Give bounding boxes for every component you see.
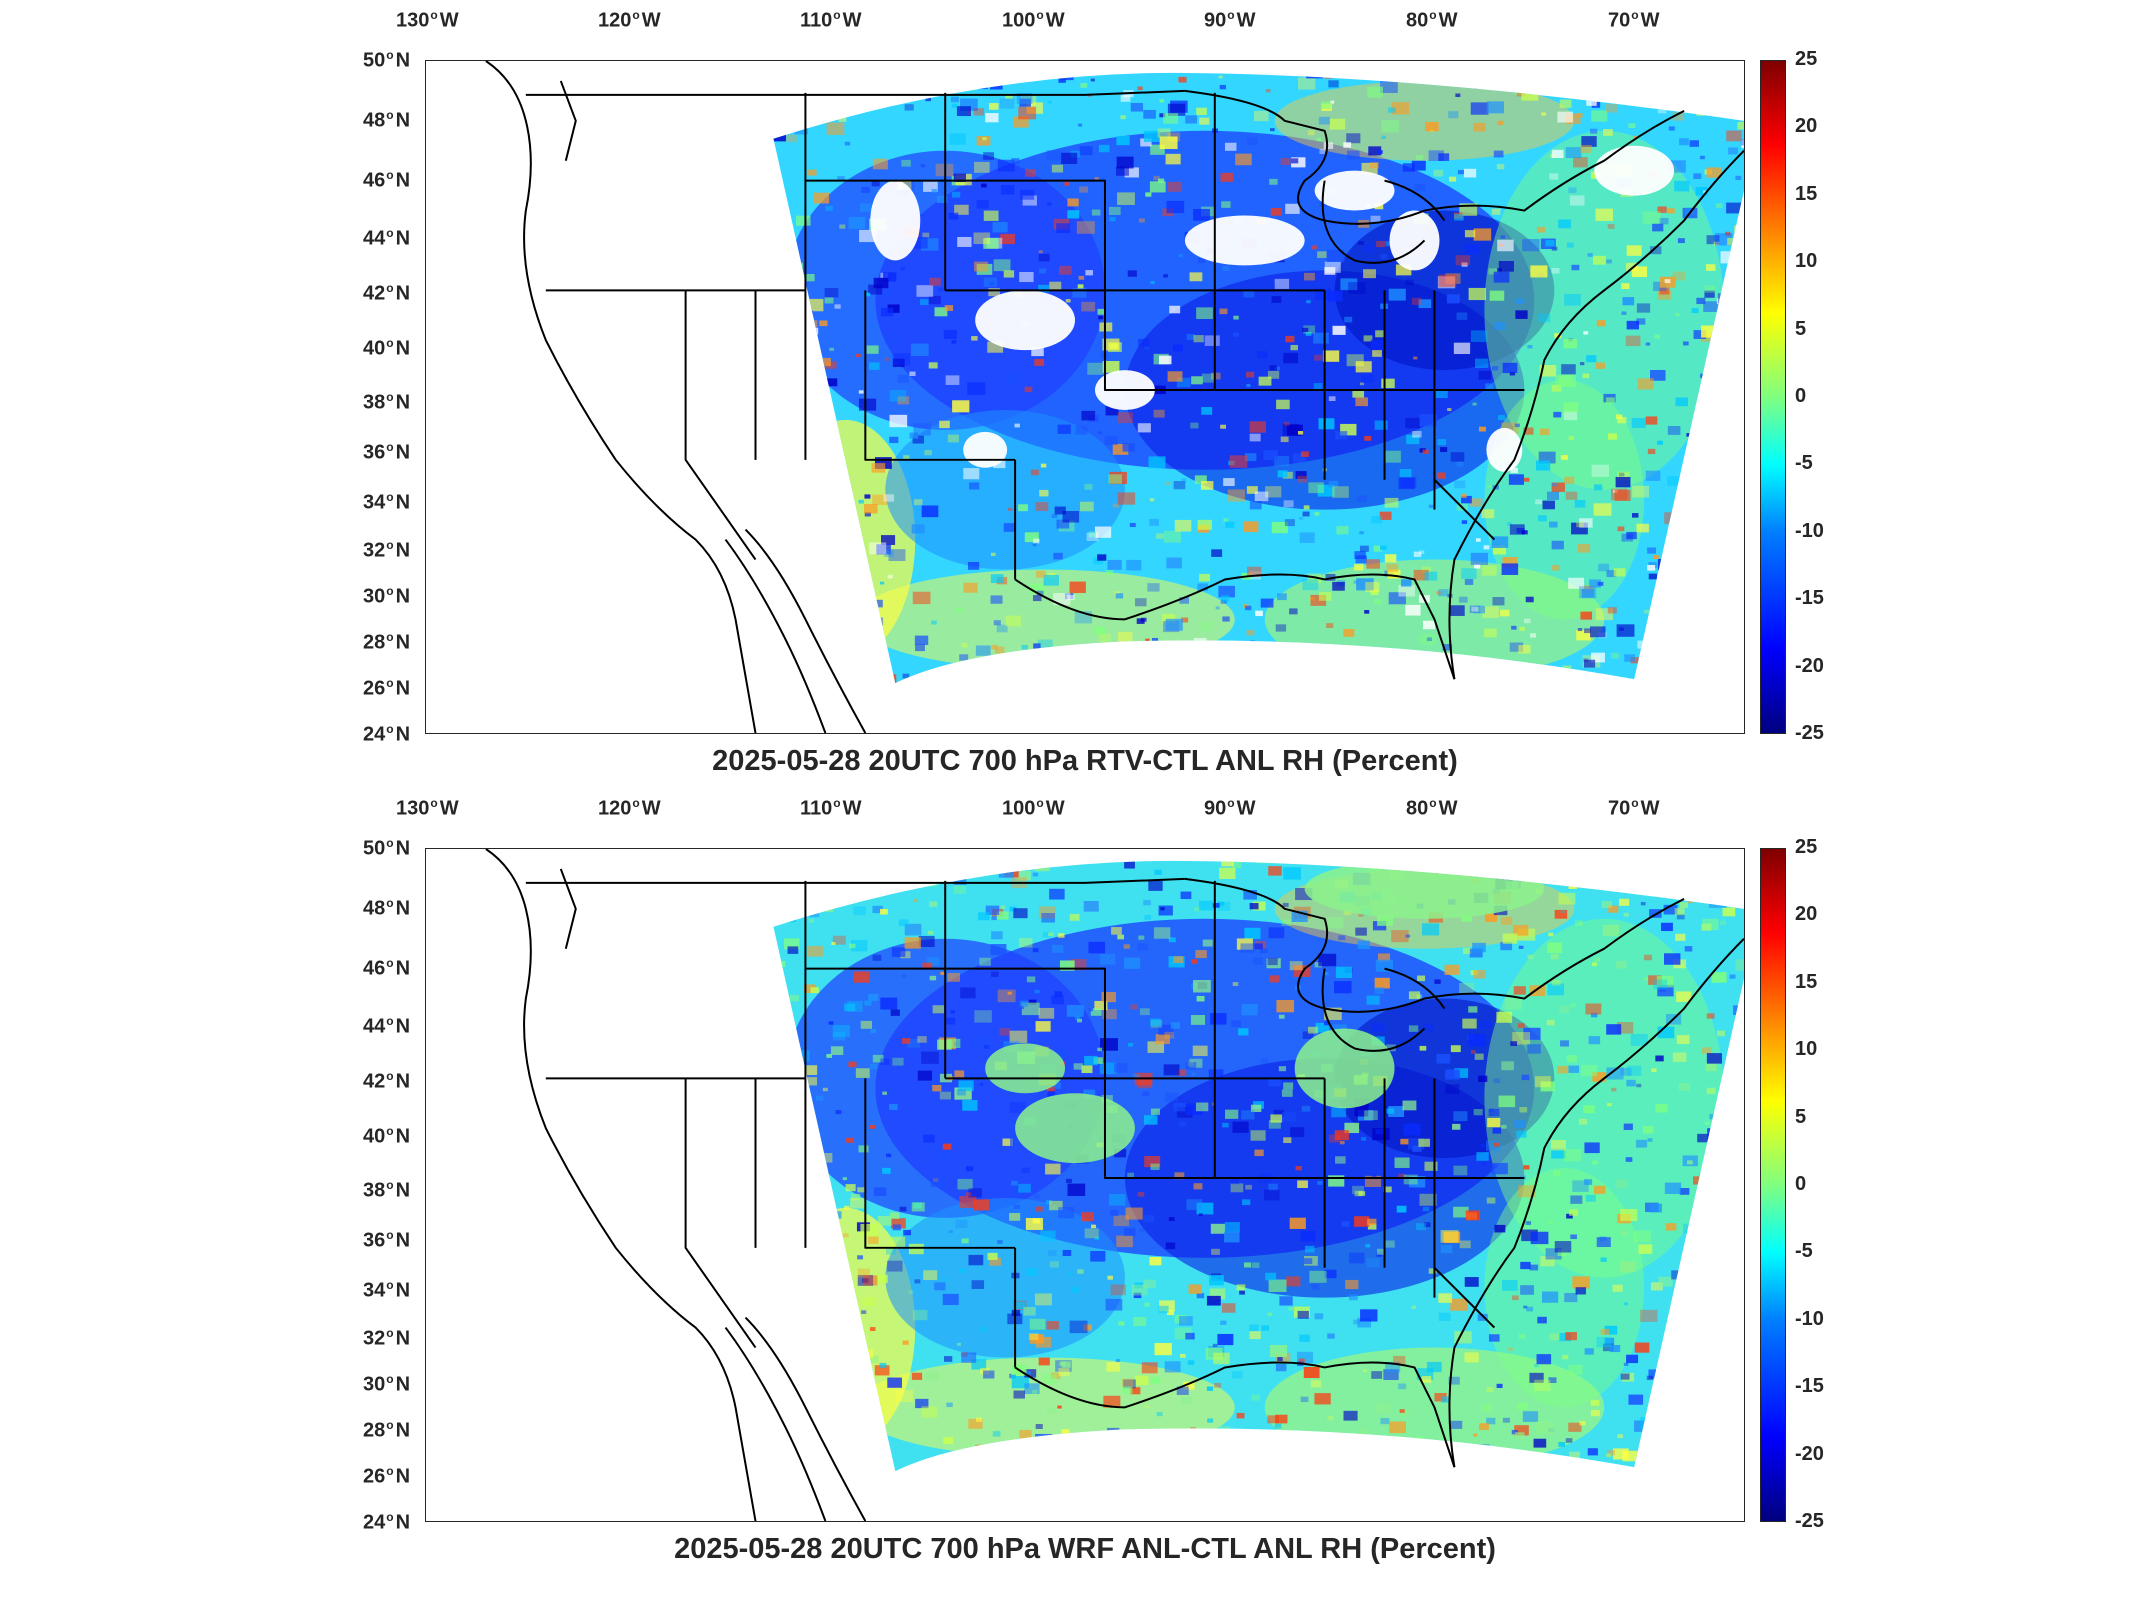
map-frame [425, 60, 1745, 734]
coastline-and-borders [485, 61, 1744, 733]
latitude-tick-label: 50o N [363, 836, 411, 860]
map-svg [485, 61, 1744, 733]
colorbar-tick-label: -15 [1795, 1375, 1824, 1398]
longitude-tick-label: 130o W [396, 8, 459, 32]
map-svg [485, 849, 1744, 1521]
latitude-tick-label: 46o N [363, 168, 411, 192]
colorbar-tick-label: 10 [1795, 1038, 1818, 1061]
colorbar-tick-label: 0 [1795, 385, 1807, 407]
colorbar-tick-label: 20 [1795, 115, 1818, 138]
longitude-tick-label: 120o W [598, 796, 661, 820]
longitude-tick-label: 70o W [1608, 796, 1660, 820]
latitude-tick-label: 32o N [363, 1326, 411, 1350]
longitude-tick-label: 110o W [800, 796, 862, 820]
colorbar [1760, 60, 1786, 734]
latitude-tick-label: 28o N [363, 630, 411, 654]
colorbar-tick-label: 5 [1795, 317, 1807, 340]
colorbar-tick-label: -25 [1795, 1510, 1824, 1532]
rh-difference-field [773, 860, 1744, 1472]
longitude-tick-label: 100o W [1002, 8, 1065, 32]
latitude-tick-label: 48o N [363, 896, 411, 920]
colorbar-tick-label: 25 [1795, 836, 1818, 858]
longitude-tick-label: 100o W [1002, 796, 1065, 820]
map-panel-2: 130o W 120o W 110o W 100o W 90o W 80o W 70o W 50o N 48o… [0, 788, 2133, 1578]
colorbar-tick-label: -20 [1795, 654, 1824, 677]
longitude-tick-label: 90o W [1204, 8, 1256, 32]
colorbar-tick-label: 0 [1795, 1173, 1807, 1195]
latitude-tick-label: 38o N [363, 1178, 411, 1202]
map-panel-1: 130o W 120o W 110o W 100o W 90o W 80o W 70o W 50o N 48o… [0, 0, 2133, 790]
latitude-tick-label: 50o N [363, 48, 411, 72]
latitude-tick-label: 40o N [363, 1124, 411, 1148]
latitude-tick-label: 44o N [363, 1014, 411, 1038]
coastline-and-borders [485, 849, 1744, 1521]
latitude-tick-label: 48o N [363, 108, 411, 132]
latitude-tick-label: 36o N [363, 1228, 411, 1252]
latitude-tick-label: 26o N [363, 676, 411, 700]
latitude-tick-label: 30o N [363, 584, 411, 608]
latitude-tick-label: 38o N [363, 390, 411, 414]
colorbar-tick-label: 20 [1795, 903, 1818, 926]
colorbar-tick-label: -10 [1795, 1307, 1824, 1330]
latitude-tick-label: 28o N [363, 1418, 411, 1442]
colorbar-tick-label: -15 [1795, 587, 1824, 610]
longitude-tick-label: 90o W [1204, 796, 1256, 820]
latitude-tick-label: 32o N [363, 538, 411, 562]
latitude-tick-label: 34o N [363, 490, 411, 514]
longitude-tick-label: 80o W [1406, 8, 1458, 32]
plot-title: 2025-05-28 20UTC 700 hPa WRF ANL-CTL ANL… [674, 1533, 1496, 1565]
latitude-tick-label: 40o N [363, 336, 411, 360]
colorbar-tick-label: -20 [1795, 1442, 1824, 1465]
colorbar-tick-label: 5 [1795, 1105, 1807, 1128]
map-frame [425, 848, 1745, 1522]
colorbar-tick-label: -5 [1795, 1240, 1813, 1263]
latitude-tick-label: 42o N [363, 281, 411, 305]
latitude-tick-label: 34o N [363, 1278, 411, 1302]
latitude-tick-label: 24o N [363, 1510, 411, 1534]
rh-difference-field [773, 72, 1744, 684]
colorbar-tick-label: 15 [1795, 970, 1818, 993]
colorbar-tick-label: 25 [1795, 48, 1818, 70]
latitude-tick-label: 26o N [363, 1464, 411, 1488]
latitude-tick-label: 36o N [363, 440, 411, 464]
colorbar-tick-label: -5 [1795, 452, 1813, 475]
longitude-tick-label: 130o W [396, 796, 459, 820]
longitude-tick-label: 70o W [1608, 8, 1660, 32]
colorbar-tick-label: 15 [1795, 182, 1818, 205]
plot-title: 2025-05-28 20UTC 700 hPa RTV-CTL ANL RH … [712, 745, 1458, 777]
latitude-tick-label: 24o N [363, 722, 411, 746]
latitude-tick-label: 46o N [363, 956, 411, 980]
colorbar-tick-label: 10 [1795, 250, 1818, 273]
colorbar-tick-label: -10 [1795, 519, 1824, 542]
colorbar [1760, 848, 1786, 1522]
longitude-tick-label: 120o W [598, 8, 661, 32]
latitude-tick-label: 44o N [363, 226, 411, 250]
longitude-tick-label: 110o W [800, 8, 862, 32]
latitude-tick-label: 42o N [363, 1069, 411, 1093]
colorbar-tick-label: -25 [1795, 722, 1824, 744]
longitude-tick-label: 80o W [1406, 796, 1458, 820]
latitude-tick-label: 30o N [363, 1372, 411, 1396]
